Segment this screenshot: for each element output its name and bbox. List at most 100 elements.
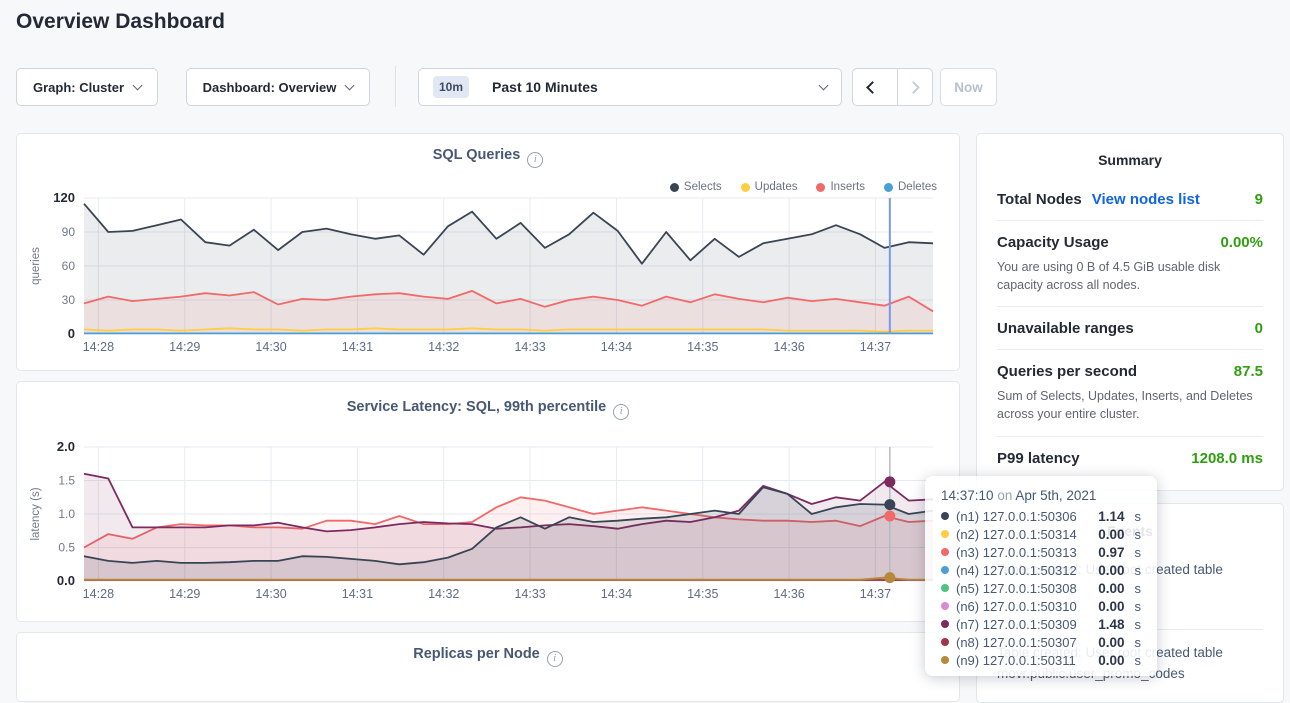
tooltip-node-unit: s <box>1135 617 1142 632</box>
tooltip-node-address: (n8) 127.0.0.1:50307 <box>956 635 1091 650</box>
node-color-dot-icon <box>941 656 949 664</box>
svg-text:1.0: 1.0 <box>58 507 75 521</box>
tooltip-node-value: 0.00 <box>1098 599 1124 614</box>
replicas-per-node-card: Replicas per Node i <box>16 632 960 702</box>
summary-item-label: P99 latency <box>997 450 1080 467</box>
chevron-left-icon <box>866 81 879 94</box>
svg-text:14:36: 14:36 <box>773 340 804 354</box>
tooltip-node-unit: s <box>1135 545 1142 560</box>
replicas-per-node-title-text: Replicas per Node <box>413 646 540 662</box>
svg-text:14:28: 14:28 <box>83 340 114 354</box>
tooltip-node-address: (n1) 127.0.0.1:50306 <box>956 509 1091 524</box>
tooltip-node-rows: (n1) 127.0.0.1:503061.14s(n2) 127.0.0.1:… <box>941 507 1141 669</box>
tooltip-node-unit: s <box>1135 653 1142 668</box>
summary-item: Capacity Usage0.00%You are using 0 B of … <box>997 220 1263 306</box>
tooltip-node-row: (n3) 127.0.0.1:503130.97s <box>941 543 1141 561</box>
tooltip-node-address: (n7) 127.0.0.1:50309 <box>956 617 1091 632</box>
tooltip-node-row: (n8) 127.0.0.1:503070.00s <box>941 633 1141 651</box>
tooltip-node-value: 0.00 <box>1098 563 1124 578</box>
svg-text:60: 60 <box>62 259 76 273</box>
summary-item-value: 87.5 <box>1234 363 1263 380</box>
node-color-dot-icon <box>941 548 949 556</box>
svg-text:30: 30 <box>62 293 76 307</box>
svg-text:14:31: 14:31 <box>342 587 373 601</box>
svg-text:0: 0 <box>68 326 75 341</box>
svg-text:14:35: 14:35 <box>687 340 718 354</box>
summary-items: Total NodesView nodes list9Capacity Usag… <box>997 178 1263 479</box>
tooltip-timestamp: 14:37:10 on Apr 5th, 2021 <box>941 488 1141 503</box>
tooltip-node-value: 0.00 <box>1098 635 1124 650</box>
svg-text:14:30: 14:30 <box>255 587 286 601</box>
svg-text:14:34: 14:34 <box>601 340 632 354</box>
svg-text:14:32: 14:32 <box>428 340 459 354</box>
chevron-down-icon <box>819 80 829 90</box>
svg-text:14:37: 14:37 <box>860 587 891 601</box>
summary-item-description: You are using 0 B of 4.5 GiB usable disk… <box>997 258 1263 294</box>
tooltip-node-value: 1.14 <box>1098 509 1124 524</box>
svg-text:14:35: 14:35 <box>687 587 718 601</box>
graph-dropdown-label: Graph: Cluster <box>33 80 124 95</box>
svg-text:120: 120 <box>53 190 75 205</box>
node-color-dot-icon <box>941 530 949 538</box>
tooltip-node-value: 0.00 <box>1098 581 1124 596</box>
tooltip-node-row: (n1) 127.0.0.1:50306 1.14 s <box>941 507 1141 525</box>
node-color-dot-icon <box>941 638 949 646</box>
tooltip-node-unit: s <box>1135 527 1142 542</box>
time-pager <box>852 68 933 106</box>
node-color-dot-icon <box>941 584 949 592</box>
time-back-button[interactable] <box>853 69 887 105</box>
svg-text:14:33: 14:33 <box>514 340 545 354</box>
summary-item: Queries per second 87.5 Sum of Selects, Up… <box>997 349 1263 435</box>
svg-text:0.5: 0.5 <box>58 541 75 555</box>
summary-item-value: 1208.0 ms <box>1191 450 1263 467</box>
chevron-right-icon <box>907 81 920 94</box>
tooltip-node-row: (n2) 127.0.0.1:503140.00s <box>941 525 1141 543</box>
svg-text:14:28: 14:28 <box>83 587 114 601</box>
time-range-label: Past 10 Minutes <box>492 79 810 95</box>
tooltip-node-address: (n4) 127.0.0.1:50312 <box>956 563 1091 578</box>
info-icon[interactable]: i <box>547 651 563 667</box>
time-range-badge: 10m <box>433 76 469 98</box>
time-range-dropdown[interactable]: 10m Past 10 Minutes <box>418 68 842 106</box>
tooltip-node-row: (n4) 127.0.0.1:50312 0.00 s <box>941 561 1141 579</box>
svg-text:2.0: 2.0 <box>57 439 75 454</box>
tooltip-node-address: (n5) 127.0.0.1:50308 <box>956 581 1091 596</box>
summary-item-description: Sum of Selects, Updates, Inserts, and De… <box>997 387 1263 423</box>
svg-text:14:37: 14:37 <box>860 340 891 354</box>
summary-item-value: 0 <box>1255 320 1263 337</box>
summary-item-label: Unavailable ranges <box>997 320 1134 337</box>
service-latency-chart[interactable]: 0.00.51.01.52.014:2814:2914:3014:3114:32… <box>17 382 961 623</box>
svg-text:14:34: 14:34 <box>601 587 632 601</box>
summary-item-label: Capacity Usage <box>997 234 1109 251</box>
dashboard-dropdown[interactable]: Dashboard: Overview <box>186 68 370 106</box>
node-color-dot-icon <box>941 602 949 610</box>
time-forward-button[interactable] <box>897 69 932 105</box>
tooltip-node-value: 1.48 <box>1098 617 1124 632</box>
tooltip-node-unit: s <box>1135 581 1142 596</box>
summary-item-label: Queries per second <box>997 363 1137 380</box>
sql-queries-chart[interactable]: 030609012014:2814:2914:3014:3114:3214:33… <box>17 134 961 372</box>
now-button[interactable]: Now <box>940 68 997 106</box>
tooltip-node-address: (n9) 127.0.0.1:50311 <box>956 653 1091 668</box>
svg-text:14:30: 14:30 <box>255 340 286 354</box>
summary-item-value: 9 <box>1255 191 1263 208</box>
summary-item: Total NodesView nodes list9 <box>997 178 1263 220</box>
view-nodes-list-link[interactable]: View nodes list <box>1092 191 1200 208</box>
now-button-label: Now <box>954 80 983 95</box>
service-latency-card: Service Latency: SQL, 99th percentilei 0… <box>16 381 960 622</box>
tooltip-node-unit: s <box>1135 563 1142 578</box>
summary-title: Summary <box>997 152 1263 168</box>
tooltip-time: 14:37:10 <box>941 488 994 503</box>
node-color-dot-icon <box>941 566 949 574</box>
svg-text:1.5: 1.5 <box>58 474 75 488</box>
svg-text:14:29: 14:29 <box>169 587 200 601</box>
sql-queries-card: SQL Queriesi SelectsUpdatesInsertsDelete… <box>16 133 960 371</box>
tooltip-connector: on <box>997 488 1012 503</box>
tooltip-node-unit: s <box>1135 509 1142 524</box>
node-color-dot-icon <box>941 620 949 628</box>
tooltip-node-address: (n3) 127.0.0.1:50313 <box>956 545 1091 560</box>
graph-dropdown[interactable]: Graph: Cluster <box>16 68 158 106</box>
summary-panel: Summary Total NodesView nodes list9Capac… <box>976 133 1284 491</box>
chevron-down-icon <box>133 80 143 90</box>
node-color-dot-icon <box>941 512 949 520</box>
